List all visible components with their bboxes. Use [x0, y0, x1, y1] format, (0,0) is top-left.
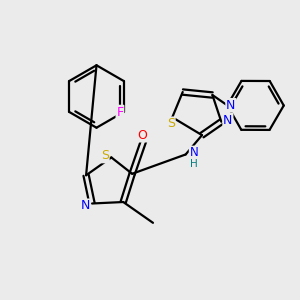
Text: O: O: [138, 129, 148, 142]
Text: N: N: [190, 146, 198, 160]
Text: N: N: [226, 99, 236, 112]
Text: N: N: [223, 114, 232, 127]
Text: H: H: [190, 159, 198, 169]
Text: S: S: [167, 117, 175, 130]
Text: S: S: [101, 149, 109, 162]
Text: N: N: [81, 200, 90, 212]
Text: F: F: [116, 106, 124, 118]
